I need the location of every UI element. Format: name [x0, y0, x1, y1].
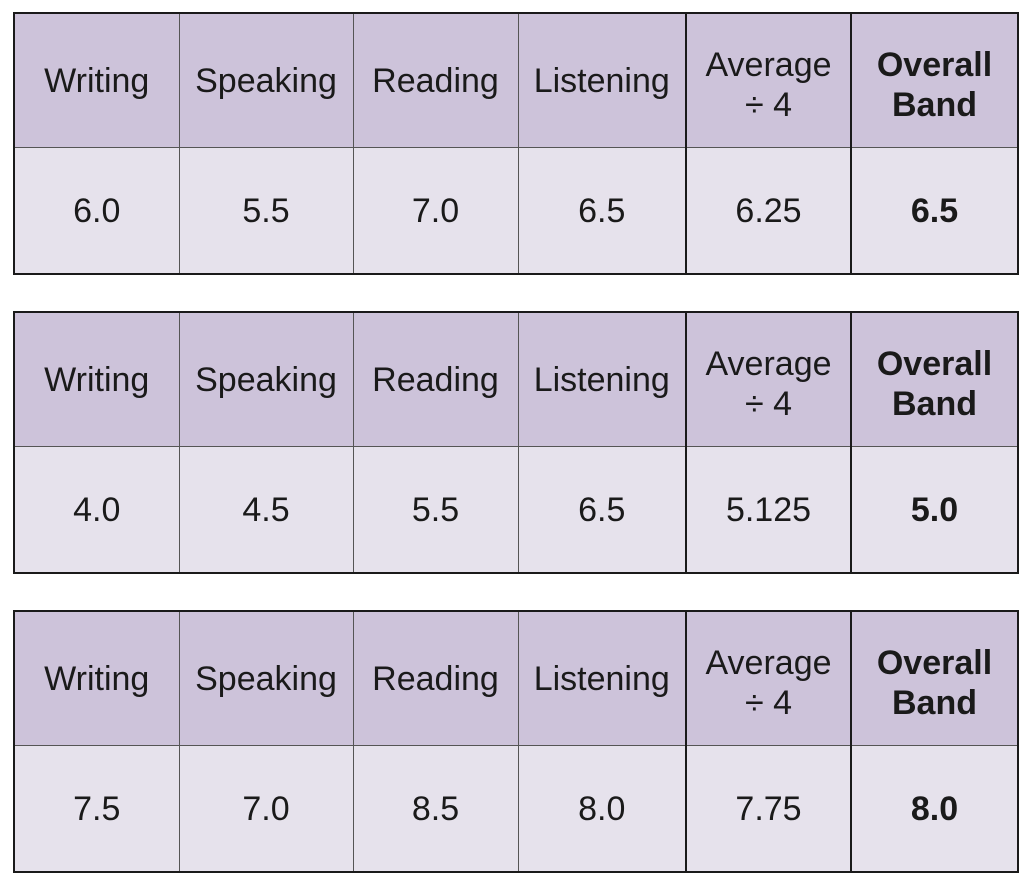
header-overall-line1: Overall: [876, 344, 993, 383]
header-listening: Listening: [517, 12, 687, 148]
header-average: Average ÷ 4: [685, 12, 852, 148]
value-listening: 6.5: [517, 446, 687, 574]
header-average-line2: ÷ 4: [744, 85, 792, 124]
header-average: Average ÷ 4: [685, 610, 852, 746]
value-speaking: 5.5: [178, 147, 354, 275]
header-overall-line1: Overall: [876, 643, 993, 682]
value-writing: 6.0: [13, 147, 180, 275]
header-row: Writing Speaking Reading Listening Avera…: [13, 311, 1019, 447]
header-row: Writing Speaking Reading Listening Avera…: [13, 610, 1019, 746]
header-average-line1: Average: [705, 45, 832, 84]
value-overall-band: 6.5: [850, 147, 1019, 275]
value-reading: 5.5: [352, 446, 519, 574]
header-average-line2: ÷ 4: [744, 384, 792, 423]
header-overall-line1: Overall: [876, 45, 993, 84]
header-overall-line2: Band: [892, 683, 977, 722]
header-reading: Reading: [352, 12, 519, 148]
value-listening: 8.0: [517, 745, 687, 873]
header-overall-band: Overall Band: [850, 311, 1019, 447]
header-average-line1: Average: [705, 643, 832, 682]
values-row: 6.0 5.5 7.0 6.5 6.25 6.5: [13, 147, 1019, 275]
score-table-2: Writing Speaking Reading Listening Avera…: [13, 311, 1019, 574]
header-writing: Writing: [13, 12, 180, 148]
value-overall-band: 8.0: [850, 745, 1019, 873]
value-average: 6.25: [685, 147, 852, 275]
header-overall-line2: Band: [892, 384, 977, 423]
value-average: 7.75: [685, 745, 852, 873]
value-writing: 4.0: [13, 446, 180, 574]
value-writing: 7.5: [13, 745, 180, 873]
value-reading: 8.5: [352, 745, 519, 873]
header-overall-band: Overall Band: [850, 610, 1019, 746]
header-average-line1: Average: [705, 344, 832, 383]
values-row: 4.0 4.5 5.5 6.5 5.125 5.0: [13, 446, 1019, 574]
header-listening: Listening: [517, 610, 687, 746]
header-reading: Reading: [352, 311, 519, 447]
header-speaking: Speaking: [178, 610, 354, 746]
value-speaking: 4.5: [178, 446, 354, 574]
values-row: 7.5 7.0 8.5 8.0 7.75 8.0: [13, 745, 1019, 873]
value-listening: 6.5: [517, 147, 687, 275]
value-speaking: 7.0: [178, 745, 354, 873]
header-average: Average ÷ 4: [685, 311, 852, 447]
header-speaking: Speaking: [178, 311, 354, 447]
header-writing: Writing: [13, 311, 180, 447]
value-average: 5.125: [685, 446, 852, 574]
header-overall-band: Overall Band: [850, 12, 1019, 148]
value-reading: 7.0: [352, 147, 519, 275]
header-average-line2: ÷ 4: [744, 683, 792, 722]
header-overall-line2: Band: [892, 85, 977, 124]
header-writing: Writing: [13, 610, 180, 746]
header-row: Writing Speaking Reading Listening Avera…: [13, 12, 1019, 148]
score-table-1: Writing Speaking Reading Listening Avera…: [13, 12, 1019, 275]
header-listening: Listening: [517, 311, 687, 447]
value-overall-band: 5.0: [850, 446, 1019, 574]
header-reading: Reading: [352, 610, 519, 746]
header-speaking: Speaking: [178, 12, 354, 148]
score-table-3: Writing Speaking Reading Listening Avera…: [13, 610, 1019, 873]
